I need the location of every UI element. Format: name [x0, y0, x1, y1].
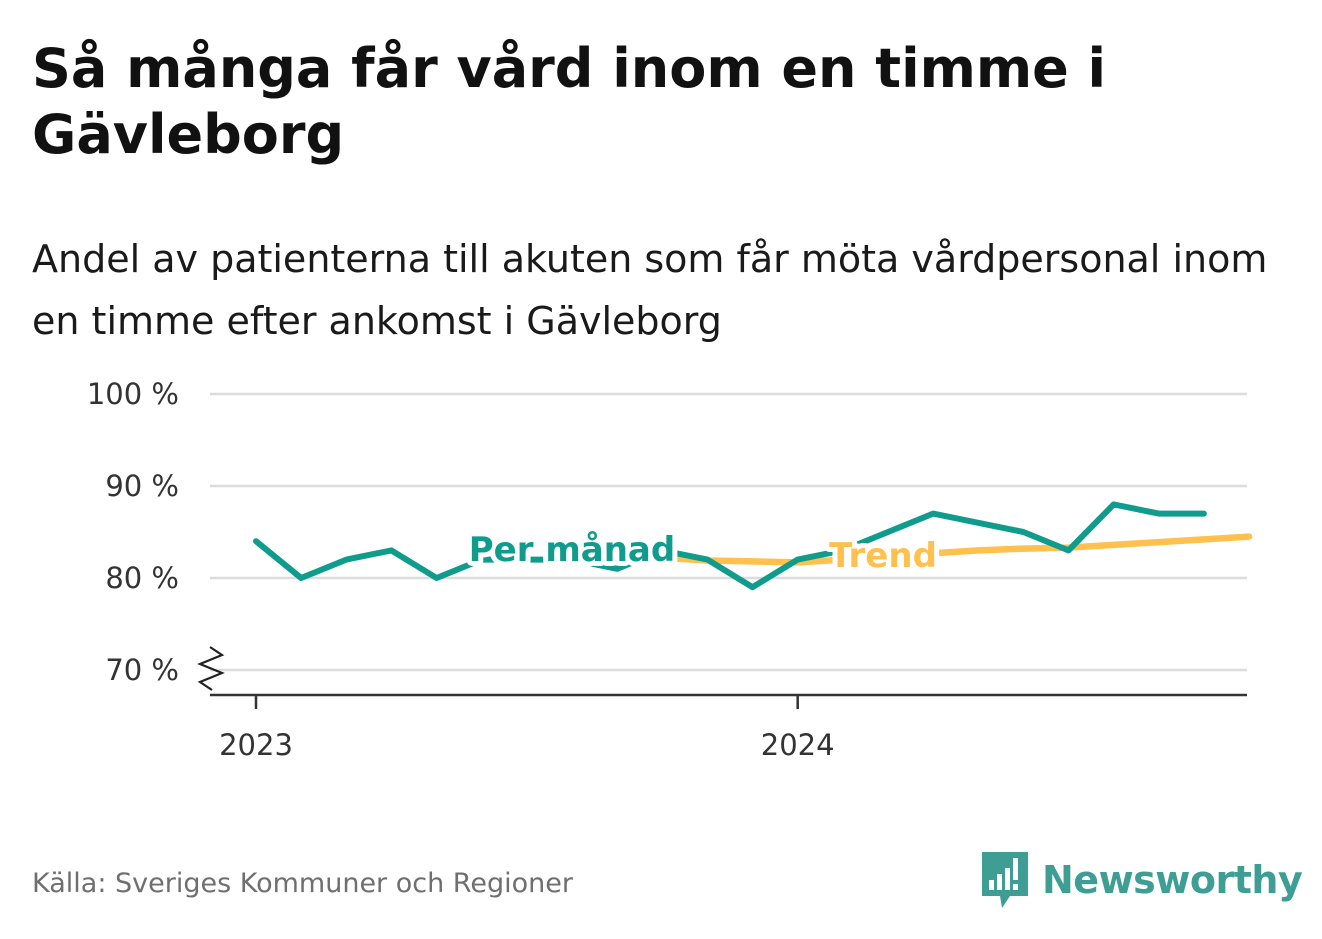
series — [253, 501, 1253, 591]
logo-text: Newsworthy — [1042, 858, 1303, 902]
y-tick-label: 80 % — [105, 561, 179, 595]
bar-chart-speech-bubble-icon — [982, 852, 1028, 908]
source-note: Källa: Sveriges Kommuner och Regioner — [32, 868, 573, 899]
chart-title: Så många får vård inom en timme i Gävleb… — [32, 37, 1107, 166]
y-tick-label: 90 % — [105, 469, 179, 503]
series-label-per-manad-halo: Per månad — [469, 530, 675, 570]
chart-subtitle: Andel av patienterna till akuten som får… — [32, 237, 1268, 343]
series-label-trend: Trend — [829, 536, 937, 576]
x-tick-label: 2024 — [761, 728, 835, 762]
series-line-trend — [659, 533, 1253, 566]
series-label-per-manad: Per månad — [469, 530, 675, 570]
x-tick-label: 2023 — [219, 728, 293, 762]
y-tick-label: 100 % — [87, 377, 179, 411]
newsworthy-logo: Newsworthy — [980, 850, 1303, 910]
gridlines — [210, 392, 1247, 672]
series-line-per-manad — [253, 501, 1207, 591]
axis-break-icon — [197, 646, 225, 691]
y-tick-label: 70 % — [105, 653, 179, 687]
axes: 70 % 80 % 90 % 100 % 2023 2024 — [87, 377, 1247, 762]
series-label-trend-halo: Trend — [829, 536, 937, 576]
